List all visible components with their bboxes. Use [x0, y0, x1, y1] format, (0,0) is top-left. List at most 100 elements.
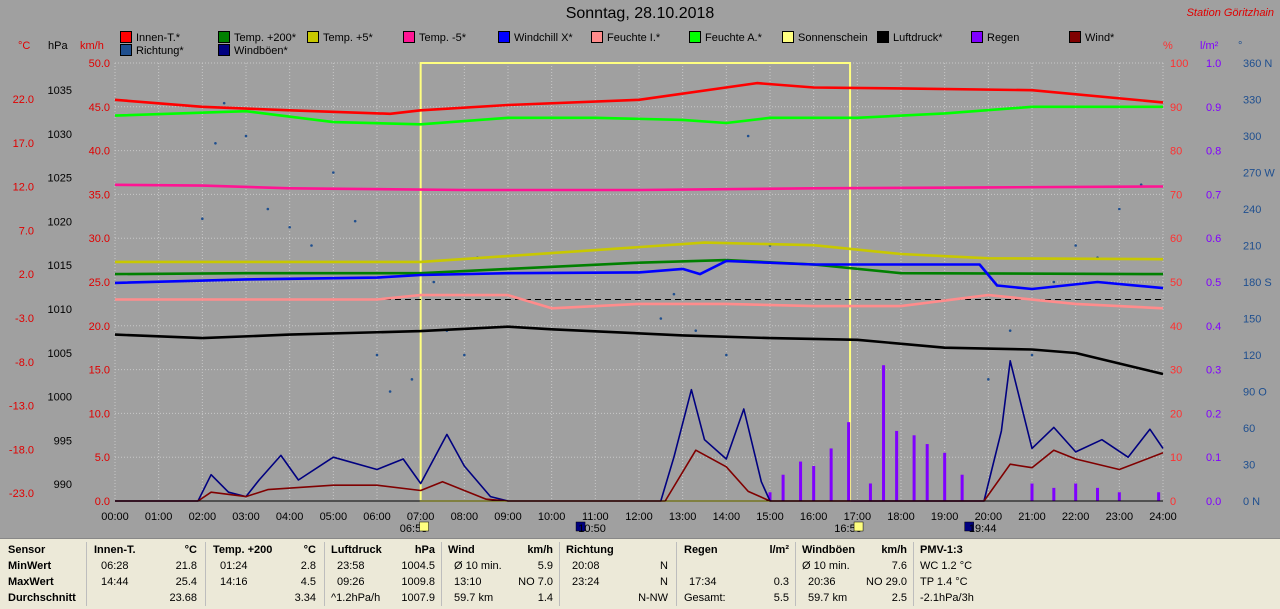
x-tick-time: 17:00: [844, 511, 872, 523]
legend-swatch: [498, 31, 510, 43]
y-tick-pressure: 1025: [48, 173, 72, 185]
direction-dot: [1074, 244, 1077, 247]
y-tick-pressure: 1000: [48, 392, 72, 404]
stats-value: N: [660, 576, 668, 588]
series-line-temp-5: [114, 183, 1164, 192]
y-tick-rain: 0.4: [1206, 321, 1221, 333]
y-tick-wind: 20.0: [89, 321, 110, 333]
stats-value: 7.6: [891, 560, 907, 572]
legend-swatch: [689, 31, 701, 43]
y-tick-humidity: 20: [1170, 408, 1182, 420]
stats-row-label: Durchschnitt: [8, 592, 76, 604]
legend-label: Windchill X*: [514, 32, 573, 44]
legend-item: Luftdruck*: [877, 31, 943, 44]
stats-value: N-NW: [638, 592, 668, 604]
stats-time: 17:34: [689, 576, 717, 588]
stats-time: 20:08: [572, 560, 600, 572]
y-tick-humidity: 90: [1170, 102, 1182, 114]
y-tick-wind: 35.0: [89, 189, 110, 201]
stats-value: 1009.8: [401, 576, 435, 588]
stats-unit: km/h: [881, 544, 907, 556]
stats-time: 59.7 km: [808, 592, 848, 604]
stats-header: PMV-1:3: [920, 544, 963, 556]
legend-swatch: [218, 31, 230, 43]
stats-unit: km/h: [527, 544, 553, 556]
x-tick-time: 11:00: [582, 511, 609, 523]
x-tick-time: 04:00: [276, 511, 304, 523]
stats-value: NO 7.0: [518, 576, 553, 588]
chart-area: 22.0 17.0 12.0 7.0 2.0 -3.0 -8.0 -13.0 -18.0 -23.…: [0, 0, 1280, 538]
stats-col-temp200: Temp. +200 °C 01:24 2.8 14:16 4.5 3.34: [206, 542, 325, 606]
legend-label: Temp. +5*: [323, 32, 373, 44]
legend-label: Feuchte A.*: [705, 32, 762, 44]
direction-dot: [375, 353, 379, 357]
stats-header: Innen-T.: [94, 544, 136, 556]
stats-unit: °C: [184, 544, 197, 556]
stats-col-windboeen: Windböen km/h Ø 10 min. 7.6 20:36 NO 29.0 5…: [796, 542, 914, 606]
y-tick-pressure: 1005: [48, 348, 72, 360]
x-tick-time: 18:00: [887, 511, 915, 523]
stats-value: 25.4: [175, 576, 197, 588]
moon-icon: [964, 521, 974, 532]
legend-label: Regen: [987, 32, 1020, 44]
x-tick-time: 06:00: [363, 511, 391, 523]
direction-dot: [214, 142, 217, 145]
stats-header: Richtung: [566, 544, 614, 556]
legend-swatch: [782, 31, 794, 43]
rain-bar: [960, 474, 964, 501]
y-tick-direction: 300: [1243, 131, 1261, 143]
station-name: Station Göritzhain: [1186, 7, 1274, 19]
stats-col-richtung: Richtung 20:08 N 23:24 N N-NW: [560, 542, 677, 606]
stats-row-label: MinWert: [8, 560, 52, 572]
stats-time: 59.7 km: [454, 592, 494, 604]
x-tick-time: 22:00: [1062, 511, 1090, 523]
y-tick-rain: 1.0: [1206, 58, 1221, 70]
stats-header: Luftdruck: [331, 544, 382, 556]
direction-dot: [1030, 353, 1034, 357]
y-tick-direction: 360 N: [1243, 58, 1272, 70]
unit-kmh: km/h: [80, 40, 104, 52]
rain-bar: [1117, 492, 1121, 501]
y-tick-humidity: 80: [1170, 146, 1182, 158]
legend-item: Innen-T.*: [120, 31, 180, 44]
stats-value: 5.9: [537, 560, 553, 572]
series-line-windb-en: [115, 360, 1164, 502]
y-tick-direction: 270 W: [1243, 168, 1275, 180]
x-tick-time: 15:00: [756, 511, 784, 523]
stats-header: Temp. +200: [213, 544, 273, 556]
stats-value: TP 1.4 °C: [920, 576, 968, 588]
stats-value: 2.8: [300, 560, 316, 572]
y-tick-pressure: 1035: [48, 85, 72, 97]
rain-bar: [799, 461, 803, 501]
legend-swatch: [403, 31, 415, 43]
legend-label: Innen-T.*: [136, 32, 181, 44]
stats-time: 20:36: [808, 576, 836, 588]
x-tick-time: 03:00: [232, 511, 260, 523]
direction-dot: [1008, 329, 1012, 332]
y-tick-wind: 10.0: [89, 408, 110, 420]
legend-swatch: [120, 31, 132, 43]
stats-header: Sensor: [8, 544, 46, 556]
direction-dot: [694, 329, 698, 332]
y-tick-humidity: 60: [1170, 233, 1182, 245]
stats-time: 13:10: [454, 576, 482, 588]
direction-dot: [1118, 207, 1121, 211]
y-tick-temp: 22.0: [13, 94, 34, 106]
x-tick-time: 02:00: [189, 511, 217, 523]
y-tick-temp: -23.0: [9, 488, 34, 500]
stats-unit: l/m²: [769, 544, 789, 556]
legend-item: Richtung*: [120, 44, 184, 57]
y-tick-direction: 30: [1243, 460, 1255, 472]
legend-item: Temp. +5*: [307, 31, 373, 44]
legend-label: Windböen*: [234, 45, 288, 57]
x-tick-time: 00:00: [101, 511, 129, 523]
y-tick-rain: 0.0: [1206, 496, 1221, 508]
y-tick-direction: 0 N: [1243, 496, 1260, 508]
y-tick-direction: 90 O: [1243, 387, 1267, 399]
x-tick-time: 16:00: [800, 511, 828, 523]
legend-label: Luftdruck*: [893, 32, 943, 44]
y-tick-pressure: 1015: [48, 260, 72, 272]
y-tick-humidity: 0: [1170, 496, 1176, 508]
y-tick-rain: 0.9: [1206, 102, 1221, 114]
direction-dot: [746, 134, 750, 138]
